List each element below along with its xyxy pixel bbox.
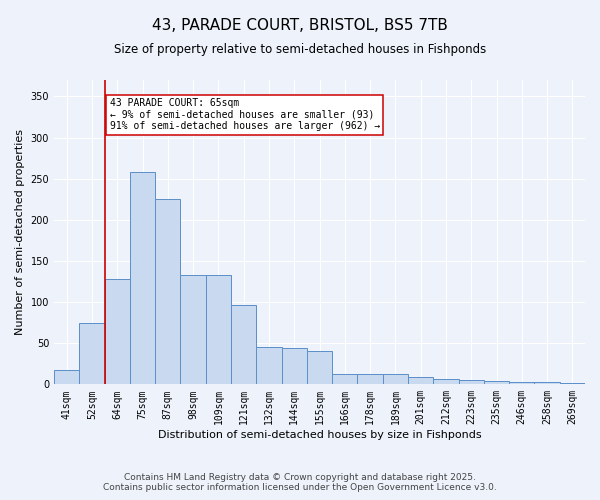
- Bar: [509, 382, 535, 384]
- Bar: [130, 172, 155, 384]
- Bar: [433, 378, 458, 384]
- X-axis label: Distribution of semi-detached houses by size in Fishponds: Distribution of semi-detached houses by …: [158, 430, 481, 440]
- Bar: [458, 380, 484, 384]
- Text: 43 PARADE COURT: 65sqm
← 9% of semi-detached houses are smaller (93)
91% of semi: 43 PARADE COURT: 65sqm ← 9% of semi-deta…: [110, 98, 380, 132]
- Bar: [560, 382, 585, 384]
- Bar: [155, 200, 181, 384]
- Bar: [484, 381, 509, 384]
- Bar: [54, 370, 79, 384]
- Bar: [383, 374, 408, 384]
- Bar: [79, 322, 104, 384]
- Bar: [307, 352, 332, 384]
- Y-axis label: Number of semi-detached properties: Number of semi-detached properties: [15, 129, 25, 335]
- Bar: [206, 275, 231, 384]
- Bar: [231, 304, 256, 384]
- Bar: [181, 275, 206, 384]
- Bar: [104, 279, 130, 384]
- Text: Contains HM Land Registry data © Crown copyright and database right 2025.
Contai: Contains HM Land Registry data © Crown c…: [103, 473, 497, 492]
- Bar: [358, 374, 383, 384]
- Bar: [256, 348, 281, 385]
- Text: 43, PARADE COURT, BRISTOL, BS5 7TB: 43, PARADE COURT, BRISTOL, BS5 7TB: [152, 18, 448, 32]
- Bar: [408, 377, 433, 384]
- Text: Size of property relative to semi-detached houses in Fishponds: Size of property relative to semi-detach…: [114, 42, 486, 56]
- Bar: [281, 348, 307, 385]
- Bar: [332, 374, 358, 384]
- Bar: [535, 382, 560, 384]
